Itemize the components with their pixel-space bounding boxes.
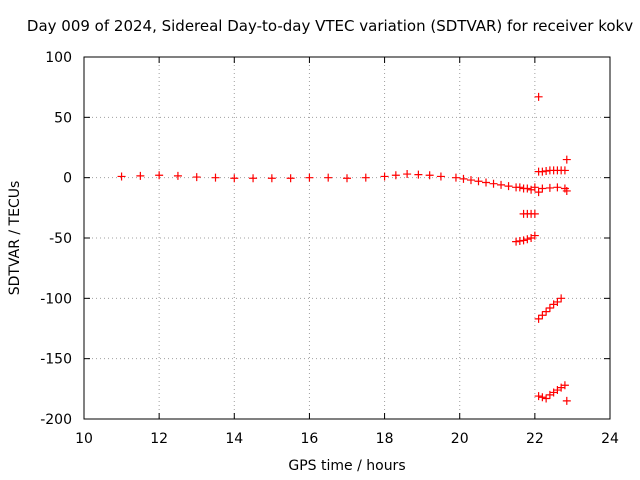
- data-point: [560, 381, 569, 390]
- data-point: [361, 173, 370, 182]
- x-axis-label: GPS time / hours: [288, 458, 405, 474]
- data-point: [286, 174, 295, 183]
- data-point: [403, 170, 412, 179]
- series-decline: [451, 173, 543, 197]
- data-point: [267, 174, 276, 183]
- series-main: [117, 170, 445, 183]
- y-axis-label: SDTVAR / TECUs: [7, 181, 23, 296]
- data-point: [530, 183, 539, 192]
- data-point: [380, 172, 389, 181]
- data-point: [425, 171, 434, 180]
- data-point: [436, 172, 445, 181]
- data-point: [482, 178, 491, 187]
- data-point: [562, 186, 571, 195]
- data-point: [538, 167, 547, 176]
- x-tick-label: 20: [451, 431, 469, 447]
- data-point: [459, 174, 468, 183]
- data-point: [523, 235, 532, 244]
- series-arc-115: [534, 294, 566, 323]
- data-point: [451, 173, 460, 182]
- data-point: [489, 179, 498, 188]
- data-point: [545, 183, 554, 192]
- data-point: [414, 170, 423, 179]
- y-tick-label: -50: [49, 231, 72, 247]
- y-tick-label: -200: [40, 412, 72, 428]
- data-point: [515, 237, 524, 246]
- data-point: [530, 231, 539, 240]
- y-tick-label: -100: [40, 291, 72, 307]
- axis-ticks: 10 12 14 16 18 20 22 24 -200 -150 -100 -50 0 50 100: [40, 50, 619, 447]
- series-arc-30: [519, 209, 539, 218]
- data-point: [343, 174, 351, 183]
- data-point: [562, 155, 571, 164]
- data-point: [562, 396, 571, 405]
- data-point: [305, 173, 314, 182]
- data-point: [534, 314, 543, 323]
- data-point: [519, 236, 528, 245]
- data-point: [523, 184, 532, 193]
- x-tick-label: 12: [150, 431, 168, 447]
- data-point: [553, 297, 562, 306]
- data-point: [173, 171, 182, 180]
- data-point: [542, 167, 551, 176]
- data-point: [560, 166, 569, 175]
- data-point: [230, 174, 239, 183]
- y-tick-label: 50: [54, 110, 72, 126]
- data-point: [466, 176, 475, 185]
- data-point: [497, 180, 506, 189]
- data-point: [542, 307, 551, 316]
- data-point: [538, 184, 547, 193]
- y-tick-label: -150: [40, 352, 72, 368]
- data-point: [249, 174, 258, 183]
- x-tick-label: 22: [526, 431, 544, 447]
- series-arc-recover: [534, 166, 569, 176]
- chart-title: Day 009 of 2024, Sidereal Day-to-day VTE…: [26, 17, 634, 35]
- data-point: [557, 294, 566, 303]
- data-point: [391, 171, 400, 180]
- data-point: [211, 173, 220, 182]
- data-point: [515, 183, 524, 192]
- data-point: [136, 171, 145, 180]
- y-tick-label: 100: [45, 50, 72, 66]
- series-arc-50: [512, 231, 539, 246]
- data-point: [534, 188, 543, 197]
- data-point: [530, 209, 539, 218]
- data-points: [117, 92, 571, 405]
- data-point: [534, 392, 543, 401]
- data-point: [542, 394, 551, 403]
- data-point: [538, 393, 547, 402]
- x-tick-label: 18: [376, 431, 394, 447]
- series-arc-180: [534, 381, 569, 403]
- series-arc-upper: [515, 183, 569, 193]
- data-point: [512, 237, 521, 246]
- data-point: [117, 172, 126, 181]
- x-tick-label: 10: [75, 431, 93, 447]
- data-point: [534, 92, 543, 101]
- data-point: [538, 311, 547, 320]
- data-point: [553, 183, 562, 192]
- data-point: [545, 303, 554, 312]
- data-point: [324, 173, 333, 182]
- y-tick-label: 0: [63, 171, 72, 187]
- data-point: [155, 171, 164, 180]
- data-point: [474, 177, 483, 186]
- data-point: [192, 173, 201, 182]
- x-tick-label: 24: [601, 431, 619, 447]
- x-tick-label: 14: [225, 431, 243, 447]
- data-point: [504, 182, 513, 191]
- series-outliers: [534, 92, 571, 405]
- x-tick-label: 16: [301, 431, 319, 447]
